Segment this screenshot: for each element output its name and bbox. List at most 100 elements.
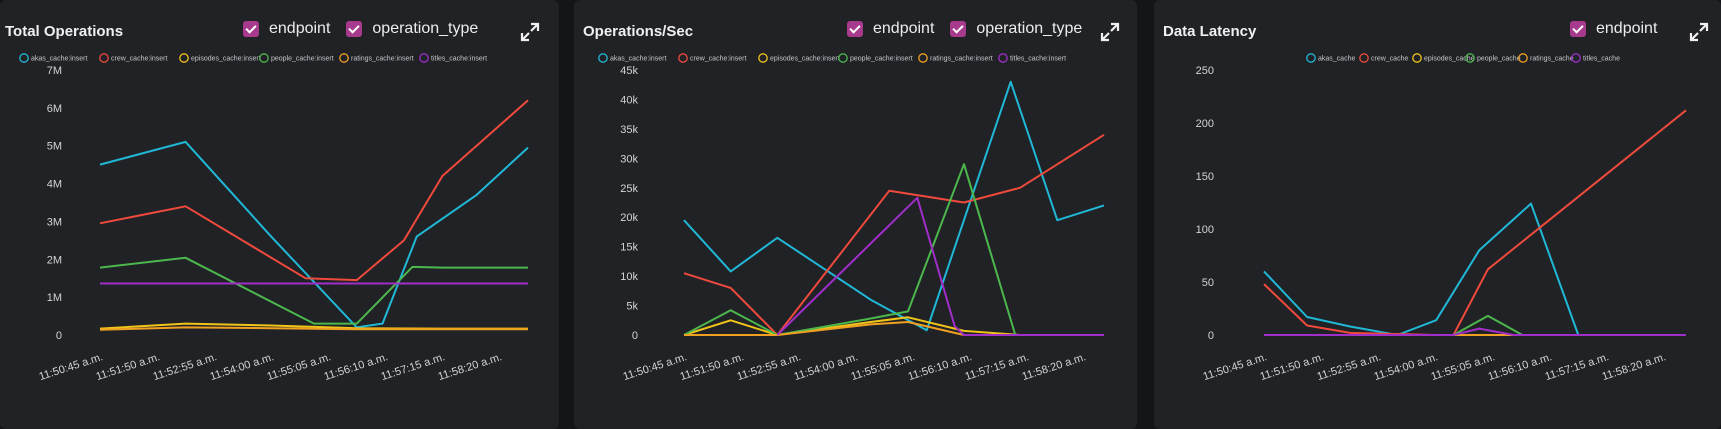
legend-item[interactable]: titles_cache:insert	[419, 53, 487, 63]
legend-label: titles_cache:insert	[1010, 56, 1066, 63]
x-tick-label: 11:52:55 a.m.	[1316, 351, 1383, 383]
chart-data-latency: akas_cache crew_cache episodes_cache people…	[1196, 53, 1687, 383]
y-tick-label: 0	[56, 330, 62, 342]
chart-operations-sec: akas_cache:insert crew_cache:insert episod…	[598, 53, 1105, 383]
x-tick-label: 11:55:05 a.m.	[266, 351, 333, 383]
legend-marker	[1571, 53, 1581, 63]
legend-item[interactable]: crew_cache:insert	[99, 53, 168, 63]
x-tick-label: 11:50:45 a.m.	[622, 351, 689, 383]
legend-item[interactable]: akas_cache	[1306, 53, 1356, 63]
expand-icon[interactable]	[1689, 22, 1709, 42]
legend-item[interactable]: titles_cache:insert	[998, 53, 1066, 63]
y-tick-label: 7M	[47, 65, 62, 77]
legend-marker	[918, 53, 928, 63]
legend-item[interactable]: episodes_cache:insert	[758, 53, 840, 63]
x-tick-label: 11:57:15 a.m.	[380, 351, 447, 383]
x-tick-label: 11:58:20 a.m.	[1601, 351, 1668, 383]
legend-label: episodes_cache	[1424, 56, 1475, 63]
filter-operation-type[interactable]: operation_type	[346, 20, 478, 38]
legend-label: episodes_cache:insert	[770, 56, 840, 63]
legend-marker	[1465, 53, 1475, 63]
legend-label: ratings_cache	[1530, 56, 1574, 63]
legend-item[interactable]: ratings_cache:insert	[339, 53, 414, 63]
legend-marker	[1359, 53, 1369, 63]
filter-label: endpoint	[873, 20, 935, 37]
filter-operation-type[interactable]: operation_type	[950, 20, 1082, 38]
legend-item[interactable]: ratings_cache	[1518, 53, 1574, 63]
legend-marker	[19, 53, 29, 63]
legend-marker	[1412, 53, 1422, 63]
series-line-ratings	[99, 326, 528, 331]
checkbox-icon[interactable]	[950, 21, 967, 37]
checkbox-icon[interactable]	[346, 21, 363, 37]
x-tick-label: 11:51:50 a.m.	[1259, 351, 1326, 383]
filter-endpoint[interactable]: endpoint	[847, 20, 934, 38]
legend-marker	[1306, 53, 1316, 63]
x-tick-label: 11:55:05 a.m.	[1430, 351, 1497, 383]
x-tick-label: 11:57:15 a.m.	[1544, 351, 1611, 383]
legend-label: akas_cache:insert	[610, 56, 666, 63]
legend-label: akas_cache:insert	[31, 56, 87, 63]
legend-marker	[99, 53, 109, 63]
filter-label: operation_type	[372, 20, 479, 37]
legend-label: people_cache:insert	[271, 56, 334, 63]
y-tick-label: 0	[632, 330, 638, 342]
y-tick-label: 25k	[620, 183, 638, 195]
y-tick-label: 50	[1202, 277, 1214, 289]
series-line-crew	[1263, 109, 1687, 336]
legend-item[interactable]: people_cache:insert	[838, 53, 913, 63]
checkbox-icon[interactable]	[243, 21, 259, 37]
y-tick-label: 35k	[620, 124, 638, 136]
series-line-crew	[683, 133, 1105, 336]
panel-title: Data Latency	[1163, 23, 1257, 40]
expand-icon[interactable]	[1100, 22, 1120, 42]
x-tick-label: 11:50:45 a.m.	[1202, 351, 1269, 383]
legend-item[interactable]: people_cache	[1465, 53, 1521, 63]
x-tick-label: 11:56:10 a.m.	[907, 351, 974, 383]
legend-item[interactable]: titles_cache	[1571, 53, 1620, 63]
legend-item[interactable]: crew_cache:insert	[678, 53, 747, 63]
series-line-crew	[99, 99, 529, 282]
legend-item[interactable]: episodes_cache	[1412, 53, 1475, 63]
x-tick-label: 11:51:50 a.m.	[679, 351, 746, 383]
y-tick-label: 100	[1196, 224, 1214, 236]
legend-item[interactable]: crew_cache	[1359, 53, 1409, 63]
legend-item[interactable]: ratings_cache:insert	[918, 53, 993, 63]
filter-label: endpoint	[1596, 20, 1658, 37]
filter-group: endpoint operation_type	[847, 20, 1098, 38]
legend-item[interactable]: akas_cache:insert	[19, 53, 88, 63]
y-tick-label: 4M	[47, 179, 62, 191]
x-tick-label: 11:51:50 a.m.	[95, 351, 162, 383]
checkbox-icon[interactable]	[847, 21, 863, 37]
x-tick-label: 11:56:10 a.m.	[1487, 351, 1554, 383]
y-tick-label: 1M	[47, 292, 62, 304]
y-tick-label: 0	[1208, 330, 1214, 342]
legend-label: people_cache:insert	[850, 56, 913, 63]
y-tick-label: 40k	[620, 94, 638, 106]
expand-icon[interactable]	[520, 22, 540, 42]
series-line-people	[99, 256, 528, 325]
legend-label: crew_cache:insert	[111, 56, 167, 63]
x-tick-label: 11:50:45 a.m.	[38, 351, 105, 383]
legend-label: titles_cache	[1583, 56, 1620, 63]
y-tick-label: 20k	[620, 212, 638, 224]
filter-group: endpoint	[1570, 20, 1673, 38]
legend-marker	[419, 53, 429, 63]
legend-item[interactable]: akas_cache:insert	[598, 53, 667, 63]
legend-item[interactable]: people_cache:insert	[259, 53, 334, 63]
filter-endpoint[interactable]: endpoint	[243, 20, 330, 38]
legend-label: episodes_cache:insert	[191, 56, 261, 63]
panel-title: Total Operations	[5, 23, 124, 40]
x-tick-label: 11:54:00 a.m.	[1373, 351, 1440, 383]
y-tick-label: 200	[1196, 118, 1214, 130]
checkbox-icon[interactable]	[1570, 21, 1586, 37]
legend-item[interactable]: episodes_cache:insert	[179, 53, 261, 63]
x-tick-label: 11:58:20 a.m.	[1021, 351, 1088, 383]
series-line-titles	[776, 196, 1104, 336]
legend-marker	[339, 53, 349, 63]
y-tick-label: 30k	[620, 153, 638, 165]
filter-endpoint[interactable]: endpoint	[1570, 20, 1657, 38]
x-tick-label: 11:56:10 a.m.	[323, 351, 390, 383]
y-tick-label: 45k	[620, 65, 638, 77]
x-tick-label: 11:52:55 a.m.	[152, 351, 219, 383]
